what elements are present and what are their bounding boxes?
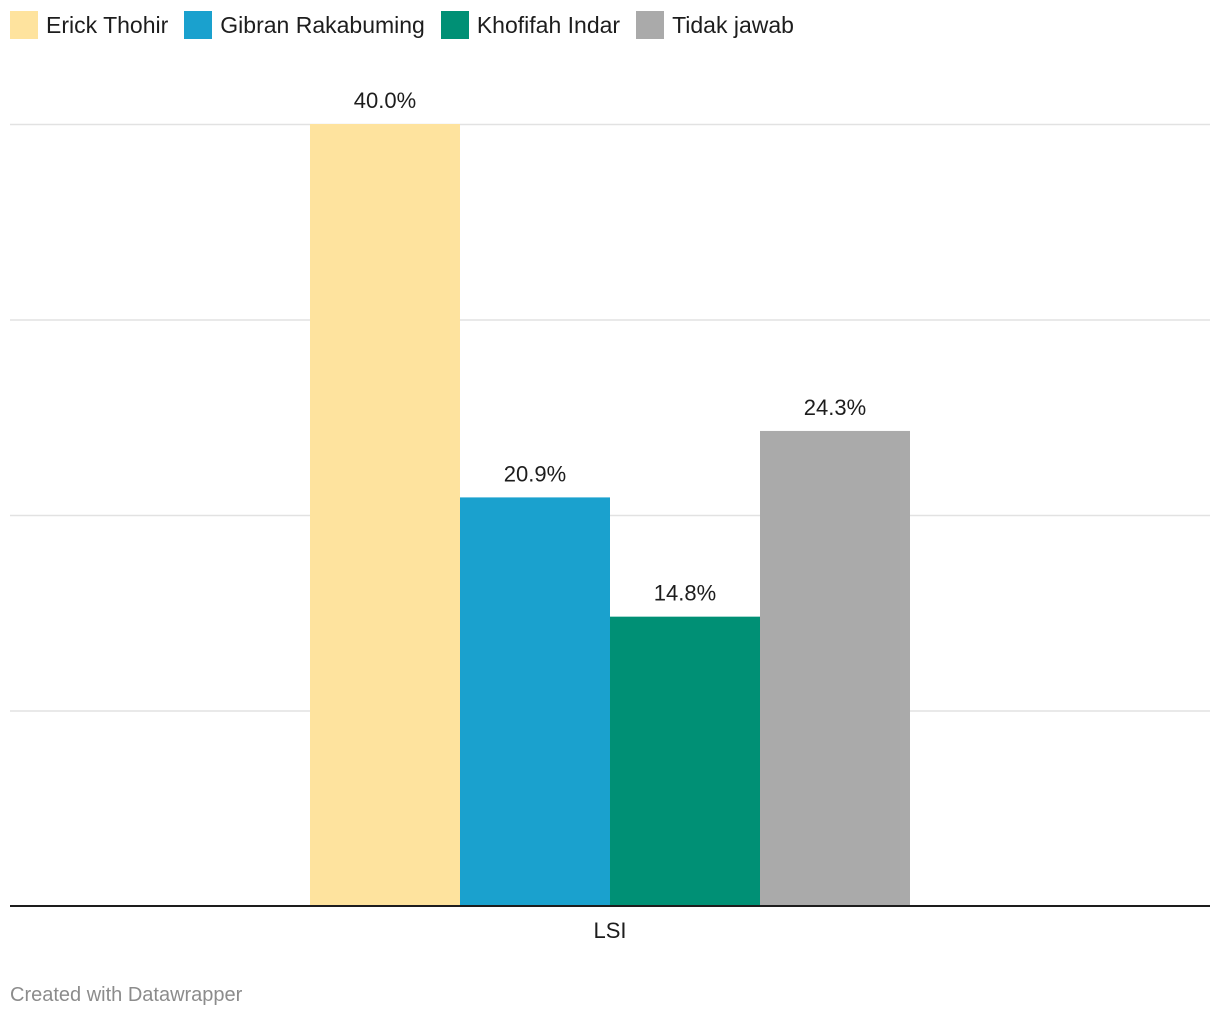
legend-swatch-gibran-rakabuming — [184, 11, 213, 39]
legend-label-tidak-jawab: Tidak jawab — [672, 11, 794, 38]
legend-swatch-erick-thohir — [10, 11, 38, 39]
legend: Erick Thohir Gibran Rakabuming Khofifah … — [10, 11, 810, 39]
data-label-gibran-rakabuming: 20.9% — [504, 461, 566, 486]
x-tick-label-lsi: LSI — [593, 918, 626, 943]
bar-tidak-jawab — [760, 430, 910, 906]
bar-gibran-rakabuming — [460, 497, 610, 906]
legend-item-gibran-rakabuming: Gibran Rakabuming — [184, 11, 425, 39]
legend-label-khofifah-indar: Khofifah Indar — [476, 11, 621, 38]
data-label-erick-thohir: 40.0% — [354, 88, 416, 113]
data-labels: 40.0% 20.9% 14.8% 24.3% — [354, 88, 866, 606]
legend-item-khofifah-indar: Khofifah Indar — [440, 11, 621, 39]
data-label-khofifah-indar: 14.8% — [654, 581, 716, 606]
legend-swatch-khofifah-indar — [440, 11, 469, 39]
legend-item-erick-thohir: Erick Thohir — [10, 11, 168, 39]
data-label-tidak-jawab: 24.3% — [804, 395, 866, 420]
legend-label-erick-thohir: Erick Thohir — [46, 11, 169, 38]
bars — [310, 124, 910, 906]
legend-item-tidak-jawab: Tidak jawab — [636, 11, 794, 39]
bar-erick-thohir — [310, 124, 460, 906]
legend-swatch-tidak-jawab — [636, 11, 665, 39]
bar-khofifah-indar — [610, 616, 760, 906]
legend-label-gibran-rakabuming: Gibran Rakabuming — [220, 11, 425, 38]
footer-credit: Created with Datawrapper — [10, 984, 243, 1006]
